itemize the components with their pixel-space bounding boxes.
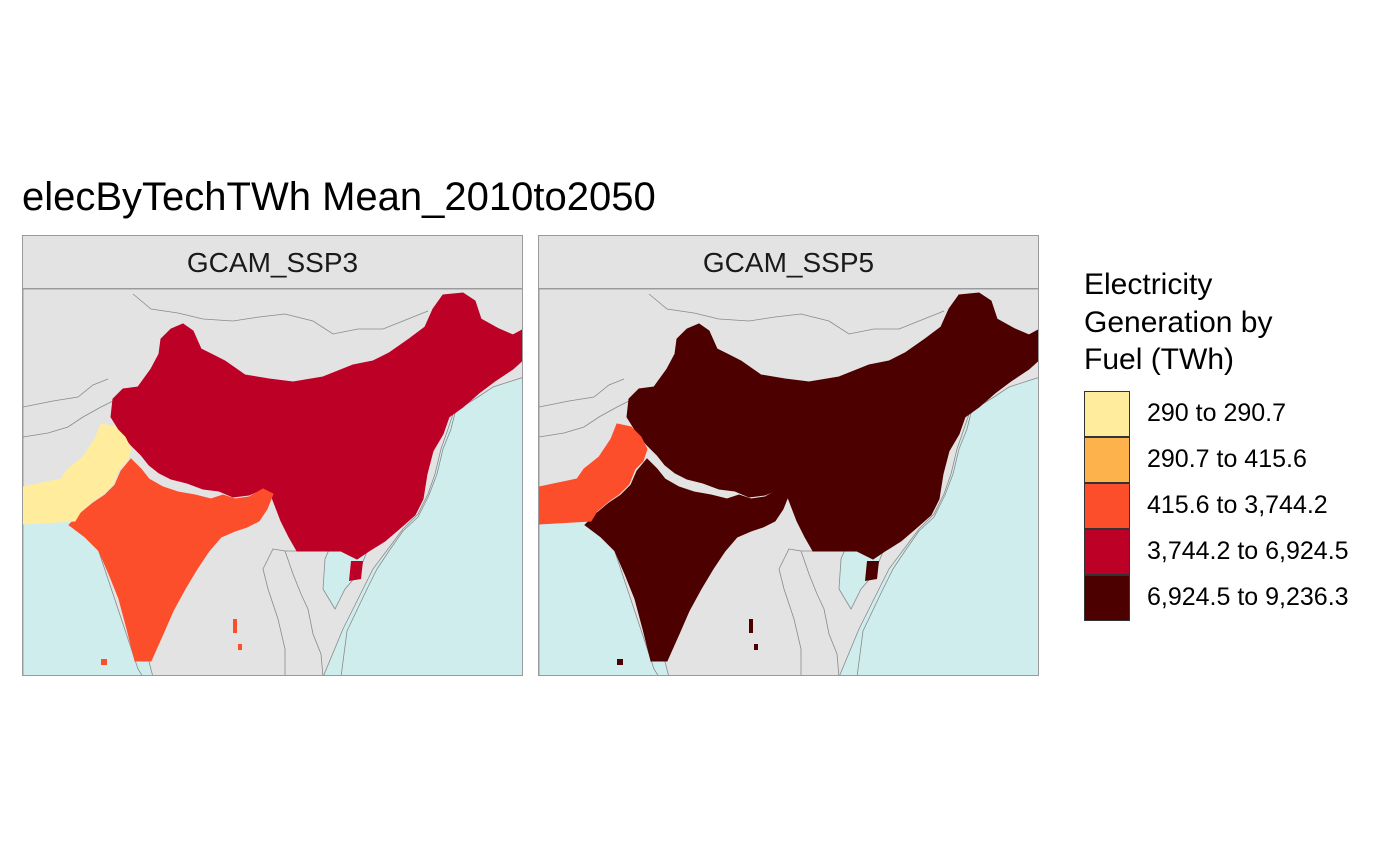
- legend: Electricity Generation by Fuel (TWh) 290…: [1084, 266, 1349, 621]
- country-border: [132, 293, 429, 335]
- country-border: [23, 400, 114, 438]
- country-border: [539, 378, 625, 408]
- facet-strip-label: GCAM_SSP5: [538, 235, 1039, 289]
- region-india: [68, 458, 274, 662]
- legend-item: 290 to 290.7: [1084, 390, 1304, 437]
- map-area[interactable]: [22, 288, 523, 676]
- legend-swatch: [1084, 482, 1130, 529]
- region-china: [626, 292, 1038, 560]
- legend-swatch: [1084, 528, 1130, 575]
- island-speck: [233, 619, 237, 633]
- region-hainan: [865, 561, 879, 581]
- legend-swatch: [1084, 574, 1130, 621]
- island-speck: [754, 644, 758, 650]
- island-speck: [101, 659, 107, 665]
- legend-title: Electricity Generation by Fuel (TWh): [1084, 268, 1273, 377]
- map-title: elecByTechTWh Mean_2010to2050: [22, 175, 656, 219]
- legend-item: 6,924.5 to 9,236.3: [1084, 574, 1349, 621]
- legend-swatch: [1084, 436, 1130, 483]
- legend-label: 290.7 to 415.6: [1147, 444, 1307, 473]
- legend-label: 3,744.2 to 6,924.5: [1147, 536, 1349, 565]
- map-svg: [23, 289, 522, 675]
- legend-item: 415.6 to 3,744.2: [1084, 482, 1328, 529]
- region-china: [110, 292, 522, 560]
- country-border: [539, 400, 630, 438]
- legend-label: 415.6 to 3,744.2: [1147, 490, 1328, 519]
- island-speck: [617, 659, 623, 665]
- legend-item: 290.7 to 415.6: [1084, 436, 1307, 483]
- country-border: [23, 378, 109, 408]
- island-speck: [238, 644, 242, 650]
- facet-strip-label: GCAM_SSP3: [22, 235, 523, 289]
- facet-panel-ssp5: GCAM_SSP5: [538, 235, 1039, 676]
- legend-label: 6,924.5 to 9,236.3: [1147, 582, 1349, 611]
- land-region: [778, 548, 840, 675]
- country-border: [648, 293, 945, 335]
- region-pakistan: [23, 423, 132, 525]
- legend-label: 290 to 290.7: [1147, 398, 1287, 427]
- legend-item: 3,744.2 to 6,924.5: [1084, 528, 1349, 575]
- region-hainan: [349, 561, 363, 581]
- island-speck: [749, 619, 753, 633]
- facet-panel-ssp3: GCAM_SSP3: [22, 235, 523, 676]
- land-region: [262, 548, 324, 675]
- region-india: [584, 458, 790, 662]
- legend-swatch: [1084, 390, 1130, 437]
- map-area[interactable]: [538, 288, 1039, 676]
- region-pakistan: [539, 423, 648, 525]
- map-svg: [539, 289, 1038, 675]
